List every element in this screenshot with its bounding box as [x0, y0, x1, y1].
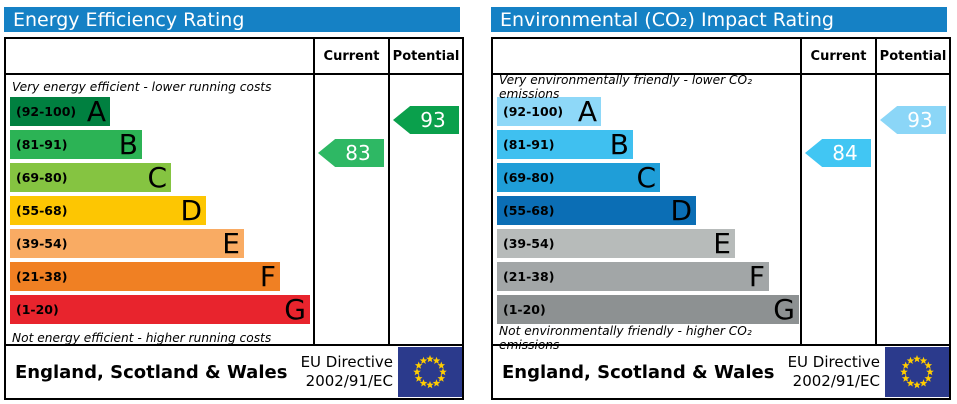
energy-bands-header-spacer [6, 39, 313, 73]
band-range-label: (39-54) [503, 236, 555, 251]
energy-band-d: (55-68) D [10, 196, 206, 225]
band-range-label: (92-100) [503, 104, 564, 119]
energy-potential-column: 93 [388, 75, 462, 344]
environmental-potential-rating-arrow: 93 [880, 106, 946, 134]
environmental-potential-column: 93 [875, 75, 949, 344]
environmental-band-g: (1-20) G [497, 295, 799, 324]
environmental-current-column: 84 [800, 75, 875, 344]
environmental-band-b: (81-91) B [497, 130, 633, 159]
band-range-label: (55-68) [16, 203, 68, 218]
energy-panel-title: Energy Efficiency Rating [4, 7, 460, 32]
energy-potential-column-header: Potential [388, 39, 462, 73]
environmental-potential-column-header: Potential [875, 39, 949, 73]
environmental-column-headers: Current Potential [493, 39, 949, 75]
energy-bands-column: Very energy efficient - lower running co… [6, 75, 313, 345]
environmental-bands-header-spacer [493, 39, 800, 73]
energy-region-label: England, Scotland & Wales [15, 361, 288, 383]
epc-rating-charts: Energy Efficiency Rating Current Potenti… [4, 7, 957, 400]
energy-panel-title-text: Energy Efficiency Rating [13, 8, 245, 31]
energy-rating-table: Current Potential Very energy efficient … [4, 37, 464, 400]
energy-band-e: (39-54) E [10, 229, 244, 258]
environmental-band-d: (55-68) D [497, 196, 696, 225]
energy-current-column: 83 [313, 75, 388, 344]
band-letter: E [713, 226, 731, 260]
band-range-label: (39-54) [16, 236, 68, 251]
environmental-band-c: (69-80) C [497, 163, 660, 192]
band-letter: F [748, 259, 765, 293]
energy-band-g: (1-20) G [10, 295, 310, 324]
band-letter: D [670, 193, 692, 227]
environmental-impact-panel: Environmental (CO₂) Impact Rating Curren… [491, 7, 951, 400]
environmental-panel-title: Environmental (CO₂) Impact Rating [491, 7, 947, 32]
band-letter: B [118, 127, 138, 161]
band-letter: G [773, 292, 795, 326]
environmental-current-rating-arrow: 84 [805, 139, 871, 167]
band-range-label: (81-91) [16, 137, 68, 152]
environmental-top-caption: Very environmentally friendly - lower CO… [499, 73, 753, 101]
band-letter: A [86, 94, 106, 128]
band-range-label: (69-80) [16, 170, 68, 185]
band-range-label: (21-38) [503, 269, 555, 284]
environmental-panel-title-text: Environmental (CO₂) Impact Rating [500, 8, 834, 31]
band-letter: E [222, 226, 240, 260]
energy-column-headers: Current Potential [6, 39, 462, 75]
environmental-bottom-caption: Not environmentally friendly - higher CO… [499, 324, 752, 352]
environmental-band-e: (39-54) E [497, 229, 735, 258]
environmental-band-a: (92-100) A [497, 97, 601, 126]
eu-flag-icon [398, 347, 462, 397]
eu-flag-icon [885, 347, 949, 397]
environmental-chart-body: Very environmentally friendly - lower CO… [493, 73, 949, 352]
band-range-label: (55-68) [503, 203, 555, 218]
energy-efficiency-panel: Energy Efficiency Rating Current Potenti… [4, 7, 464, 400]
energy-band-f: (21-38) F [10, 262, 280, 291]
energy-top-caption: Very energy efficient - lower running co… [12, 80, 272, 94]
band-range-label: (1-20) [16, 302, 59, 317]
band-range-label: (21-38) [16, 269, 68, 284]
energy-bottom-caption: Not energy efficient - higher running co… [12, 331, 272, 345]
environmental-eu-directive-text: EU Directive 2002/91/EC [787, 353, 880, 390]
band-letter: F [259, 259, 276, 293]
energy-current-value: 83 [345, 141, 371, 165]
band-range-label: (81-91) [503, 137, 555, 152]
environmental-footer: England, Scotland & Wales EU Directive 2… [493, 344, 949, 398]
band-range-label: (92-100) [16, 104, 77, 119]
band-letter: A [577, 94, 597, 128]
energy-current-column-header: Current [313, 39, 388, 73]
environmental-band-f: (21-38) F [497, 262, 769, 291]
energy-eu-directive-text: EU Directive 2002/91/EC [300, 353, 393, 390]
energy-current-rating-arrow: 83 [318, 139, 384, 167]
energy-band-a: (92-100) A [10, 97, 110, 126]
band-letter: B [609, 127, 629, 161]
environmental-rating-table: Current Potential Very environmentally f… [491, 37, 951, 400]
band-letter: C [147, 160, 167, 194]
energy-potential-value: 93 [420, 108, 446, 132]
band-range-label: (69-80) [503, 170, 555, 185]
band-letter: C [636, 160, 656, 194]
energy-footer: England, Scotland & Wales EU Directive 2… [6, 344, 462, 398]
energy-chart-body: Very energy efficient - lower running co… [6, 75, 462, 345]
energy-band-b: (81-91) B [10, 130, 142, 159]
environmental-current-column-header: Current [800, 39, 875, 73]
energy-potential-rating-arrow: 93 [393, 106, 459, 134]
environmental-potential-value: 93 [907, 108, 933, 132]
environmental-bands-column: Very environmentally friendly - lower CO… [493, 73, 800, 352]
band-letter: G [284, 292, 306, 326]
energy-band-c: (69-80) C [10, 163, 171, 192]
environmental-region-label: England, Scotland & Wales [502, 361, 775, 383]
band-letter: D [180, 193, 202, 227]
environmental-current-value: 84 [832, 141, 858, 165]
band-range-label: (1-20) [503, 302, 546, 317]
